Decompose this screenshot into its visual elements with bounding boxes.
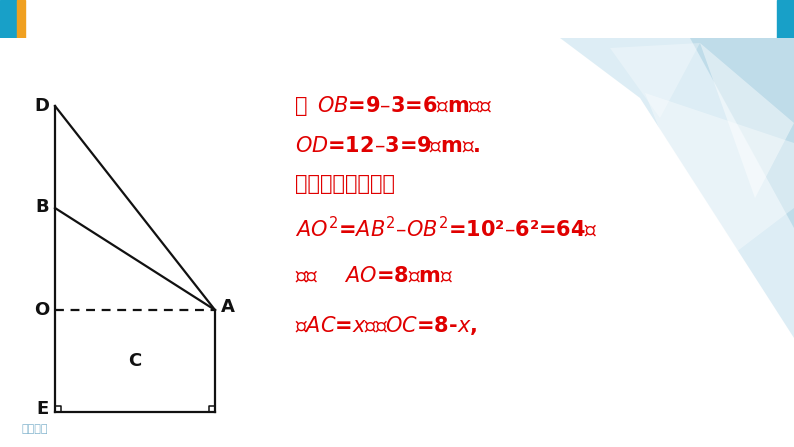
Text: 解得    $\mathit{AO}$=8（m）: 解得 $\mathit{AO}$=8（m） (295, 266, 453, 286)
Polygon shape (700, 43, 794, 198)
Polygon shape (690, 38, 794, 228)
Text: 设$\mathit{AC}$=$\mathit{x}$，则$\mathit{OC}$=8-$\mathit{x}$,: 设$\mathit{AC}$=$\mathit{x}$，则$\mathit{OC… (295, 314, 477, 337)
Polygon shape (645, 93, 794, 268)
Bar (0, 0, 17, 38)
Text: C: C (129, 352, 141, 370)
Text: O: O (34, 301, 49, 319)
Bar (777, 0, 794, 38)
Text: $\mathit{OB}$=9–3=6（m），: $\mathit{OB}$=9–3=6（m）， (317, 96, 492, 116)
Polygon shape (610, 43, 700, 118)
Polygon shape (560, 38, 794, 338)
Text: 则: 则 (295, 96, 307, 116)
Text: D: D (34, 97, 49, 115)
Text: 为梦奋斗: 为梦奋斗 (22, 424, 48, 434)
Bar (17, 0, 25, 38)
Text: A: A (221, 298, 235, 316)
Text: E: E (36, 400, 48, 418)
Text: 根据勾股定理，得: 根据勾股定理，得 (295, 174, 395, 194)
Text: B: B (35, 198, 48, 216)
Text: $\mathit{AO}^2$=$\mathit{AB}^2$–$\mathit{OB}^2$=10²–6²=64，: $\mathit{AO}^2$=$\mathit{AB}^2$–$\mathit… (295, 216, 598, 241)
Text: $\mathit{OD}$=12–3=9（m）.: $\mathit{OD}$=12–3=9（m）. (295, 136, 480, 156)
